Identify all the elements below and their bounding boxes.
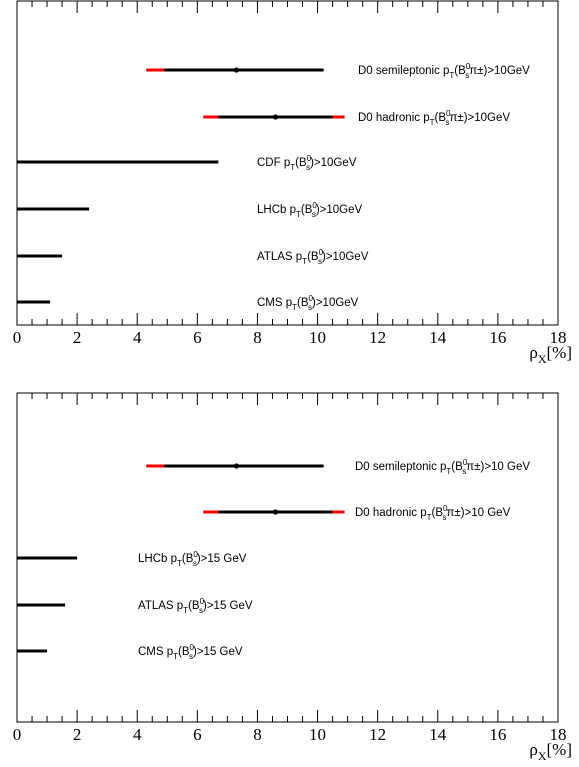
row-label: D0 hadronic pT(B0 sπ±)>10GeV [358, 109, 510, 127]
data-row: ATLAS pT(B0 s)>15 GeV [17, 597, 253, 615]
data-row: ATLAS pT(B0 s)>10GeV [17, 248, 369, 266]
data-row: LHCb pT(B0 s)>10GeV [17, 201, 363, 219]
row-label: LHCb pT(B0 s)>15 GeV [138, 550, 247, 568]
row-label: ATLAS pT(B0 s)>10GeV [257, 248, 369, 266]
row-label: D0 semileptonic pT(B0 sπ±)>10 GeV [355, 458, 530, 476]
row-label: CMS pT(B0 s)>10GeV [257, 294, 359, 312]
central-value-point [272, 114, 279, 120]
x-tick-label: 2 [73, 328, 82, 347]
row-label: D0 hadronic pT(B0 sπ±)>10 GeV [355, 504, 511, 522]
row-label: LHCb pT(B0 s)>10GeV [257, 201, 363, 219]
x-tick-label: 2 [73, 725, 82, 744]
x-tick-label: 6 [193, 725, 202, 744]
x-tick-label: 16 [489, 725, 506, 744]
x-tick-label: 18 [550, 328, 567, 347]
row-label: CDF pT(B0 s)>10GeV [257, 154, 357, 172]
row-label: D0 semileptonic pT(B0 sπ±)>10GeV [358, 62, 530, 80]
x-tick-label: 16 [489, 328, 506, 347]
data-row: CDF pT(B0 s)>10GeV [17, 154, 357, 172]
central-value-point [233, 463, 240, 469]
data-row: CMS pT(B0 s)>10GeV [17, 294, 359, 312]
row-label: ATLAS pT(B0 s)>15 GeV [138, 597, 253, 615]
x-axis-title: ρX[%] [529, 740, 572, 763]
data-row: LHCb pT(B0 s)>15 GeV [17, 550, 247, 568]
plot-frame [16, 392, 559, 723]
data-row: D0 semileptonic pT(B0 sπ±)>10 GeV [146, 458, 530, 476]
x-tick-label: 6 [193, 328, 202, 347]
data-row: D0 hadronic pT(B0 sπ±)>10GeV [203, 109, 510, 127]
x-tick-label: 4 [133, 725, 142, 744]
x-tick-label: 14 [429, 328, 447, 347]
x-tick-label: 14 [429, 725, 447, 744]
x-tick-label: 10 [309, 328, 326, 347]
data-row: CMS pT(B0 s)>15 GeV [17, 643, 243, 661]
central-value-point [272, 509, 279, 515]
x-tick-label: 8 [253, 725, 262, 744]
x-tick-label: 0 [13, 725, 22, 744]
row-label: CMS pT(B0 s)>15 GeV [138, 643, 243, 661]
x-tick-label: 10 [309, 725, 326, 744]
central-value-point [233, 67, 240, 73]
x-axis-title: ρX[%] [529, 343, 572, 366]
x-tick-label: 12 [369, 725, 386, 744]
x-tick-label: 8 [253, 328, 262, 347]
x-tick-label: 18 [550, 725, 567, 744]
x-tick-label: 4 [133, 328, 142, 347]
data-row: D0 hadronic pT(B0 sπ±)>10 GeV [203, 504, 511, 522]
x-tick-label: 12 [369, 328, 386, 347]
x-tick-label: 0 [13, 328, 22, 347]
data-row: D0 semileptonic pT(B0 sπ±)>10GeV [146, 62, 530, 80]
